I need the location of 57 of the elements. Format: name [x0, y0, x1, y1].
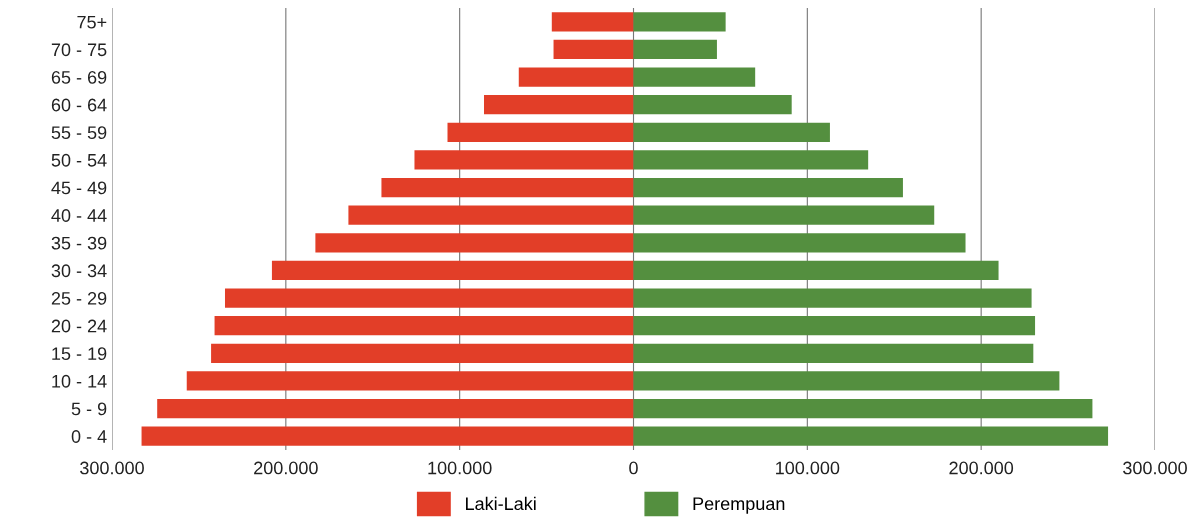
x-tick-label: 300.000 — [1123, 461, 1187, 475]
bar — [348, 205, 634, 225]
y-tick-label: 10 - 14 — [52, 374, 107, 388]
bar — [224, 288, 634, 308]
x-tick-label: 100.000 — [428, 461, 492, 475]
y-tick-label: 65 - 69 — [51, 71, 107, 84]
bar — [414, 150, 634, 170]
x-tick-label: 200.000 — [254, 461, 318, 475]
bar — [553, 39, 634, 60]
bar — [484, 95, 634, 115]
bar — [271, 260, 634, 281]
bar — [633, 177, 903, 198]
bar — [633, 150, 869, 170]
bar — [633, 316, 1036, 336]
bar — [633, 260, 999, 281]
bar — [551, 12, 634, 32]
legend-label: Perempuan — [693, 497, 785, 514]
y-tick-label: 35 - 39 — [51, 236, 107, 250]
y-tick-label: 25 - 29 — [51, 292, 107, 305]
bar — [214, 316, 634, 336]
bar — [633, 343, 1034, 363]
bar — [633, 67, 756, 87]
bar — [633, 426, 1109, 446]
bar — [186, 371, 634, 391]
y-tick-label: 60 - 64 — [51, 98, 107, 112]
y-tick-label: 15 - 19 — [52, 347, 107, 361]
bar — [633, 12, 726, 32]
y-tick-label: 0 - 4 — [71, 430, 107, 443]
bar — [633, 95, 792, 115]
bar — [157, 398, 634, 419]
bar — [633, 122, 830, 142]
bar — [381, 177, 634, 198]
bar — [633, 205, 935, 225]
y-tick-label: 40 - 44 — [51, 209, 107, 222]
y-tick-label: 70 - 75 — [51, 43, 107, 57]
y-tick-label: 50 - 54 — [51, 153, 107, 167]
bar — [211, 343, 634, 363]
y-tick-label: 30 - 34 — [51, 264, 107, 278]
bar — [633, 398, 1093, 419]
bar — [633, 371, 1060, 391]
bar — [315, 233, 634, 253]
x-tick-label: 100.000 — [776, 461, 840, 475]
x-tick-label: 200.000 — [949, 461, 1014, 475]
bar — [447, 122, 634, 142]
y-tick-label: 75+ — [77, 15, 107, 29]
x-tick-label: 0 — [629, 461, 638, 475]
bar — [633, 233, 966, 253]
bar — [633, 288, 1032, 308]
bar — [633, 39, 717, 60]
legend-label: Laki-Laki — [466, 496, 536, 511]
y-tick-label: 45 - 49 — [51, 181, 107, 195]
x-tick-label: 300.000 — [80, 461, 144, 475]
y-tick-label: 20 - 24 — [51, 319, 107, 333]
bar — [518, 67, 634, 87]
y-tick-label: 55 - 59 — [51, 126, 107, 140]
bar — [141, 426, 634, 446]
y-tick-label: 5 - 9 — [71, 402, 107, 416]
